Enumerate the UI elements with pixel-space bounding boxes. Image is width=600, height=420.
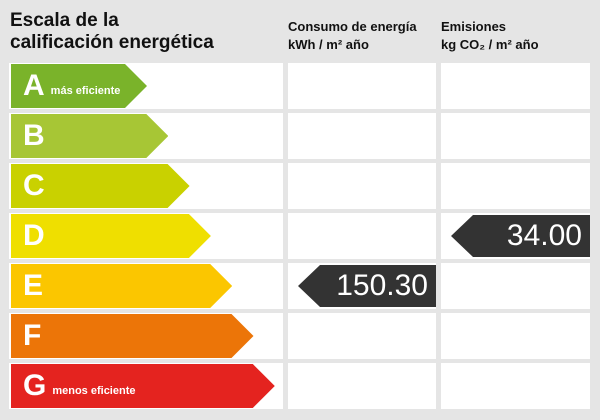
value-cell [288,63,436,109]
value-cell [441,263,590,309]
value-cell [441,63,590,109]
column-unit: kg CO₂ / m² año [441,37,539,52]
value-cell [288,113,436,159]
column-title: Consumo de energía [288,19,417,34]
value-cell [441,313,590,359]
rating-arrow: B [11,114,168,158]
rating-letter: B [23,119,45,152]
rating-letter: A [23,69,45,102]
value-cell [441,363,590,409]
rating-arrow: E [11,264,232,308]
rating-arrow: C [11,164,190,208]
rating-note: más eficiente [50,85,121,97]
column-title: Emisiones [441,19,507,34]
column-unit: kWh / m² año [288,37,369,52]
rating-arrow: D [11,214,211,258]
rating-letter: E [23,269,44,302]
value-cell [288,213,436,259]
title-line: calificación energética [10,32,214,53]
value-arrow: 150.30 [298,265,436,307]
rating-letter: F [23,319,42,352]
value-cell [288,313,436,359]
rating-letter: C [23,169,45,202]
value-cell [441,163,590,209]
title-line: Escala de la [10,10,119,31]
rating-note: menos eficiente [52,385,136,397]
value-cell [441,113,590,159]
value-arrow: 34.00 [451,215,590,257]
value-cell [288,163,436,209]
value-cell [288,363,436,409]
rating-arrow: F [11,314,254,358]
rating-letter: D [23,219,45,252]
rating-letter: G [23,369,47,402]
